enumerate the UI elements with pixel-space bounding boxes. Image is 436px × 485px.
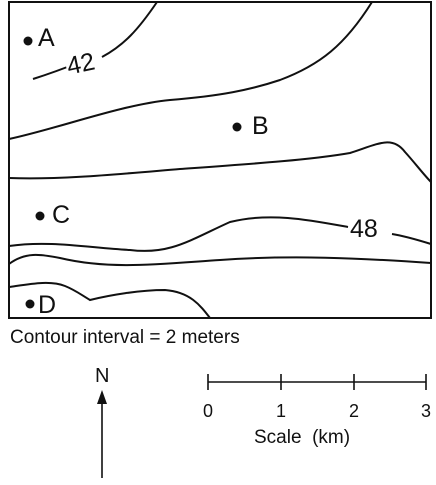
scale-tick-label-1: 1 (275, 401, 287, 421)
point-d-marker (25, 299, 35, 309)
contour-label-42: 42 (63, 47, 99, 81)
point-c-marker (35, 211, 45, 221)
north-arrow-head (97, 390, 107, 404)
north-label: N (95, 365, 110, 387)
point-c-label: C (52, 201, 71, 229)
contour-line-46 (8, 141, 432, 183)
contour-interval-note: Contour interval = 2 meters (10, 327, 240, 348)
scale-tick-label-0: 0 (202, 401, 214, 421)
map-frame (8, 1, 432, 319)
scale-tick-label-3: 3 (420, 401, 432, 421)
point-b-marker (232, 122, 242, 132)
point-a-label: A (38, 24, 55, 52)
contour-line-50 (8, 253, 432, 267)
contour-label-48: 48 (349, 215, 379, 243)
scale-title: Scale (km) (254, 427, 351, 448)
point-b-label: B (252, 112, 269, 140)
scale-tick-label-2: 2 (348, 401, 360, 421)
contour-line-52 (8, 281, 211, 319)
contour-line-48 (8, 216, 432, 252)
contour-line-44 (8, 1, 373, 140)
point-a-marker (23, 36, 33, 46)
point-d-label: D (38, 291, 57, 319)
